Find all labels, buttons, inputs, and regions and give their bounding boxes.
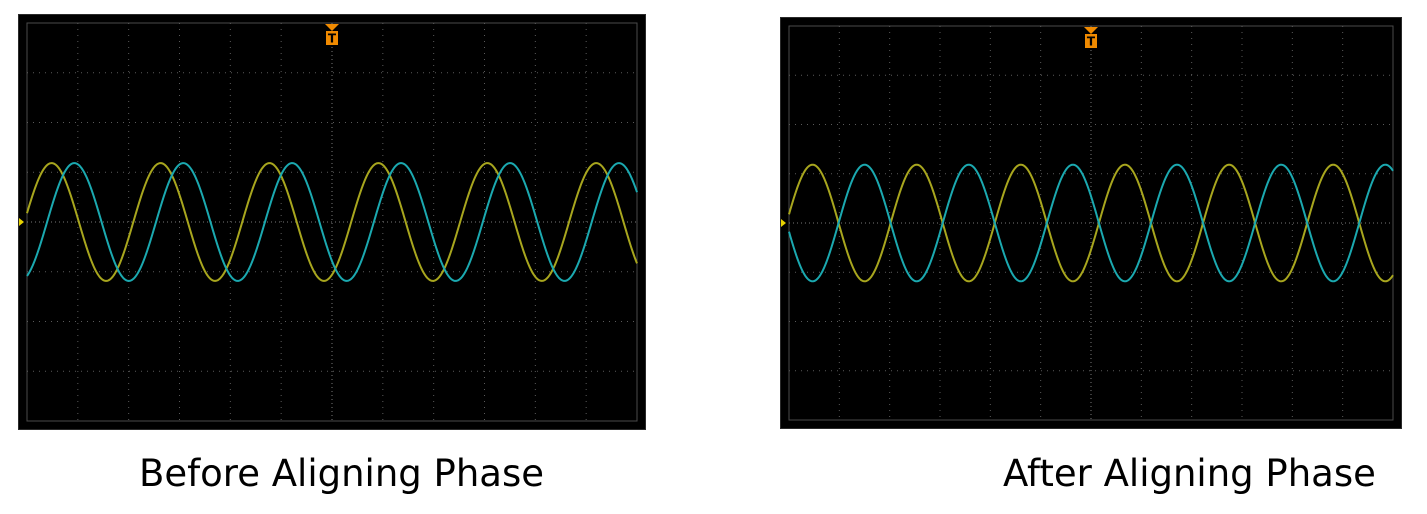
trigger-box-icon	[326, 31, 338, 45]
trigger-box-icon	[1085, 34, 1097, 48]
waveform-plot-after: T	[781, 25, 1394, 421]
trigger-label: T	[328, 32, 337, 46]
oscilloscope-display-after: T	[780, 17, 1402, 429]
trigger-arrow-icon	[325, 24, 339, 31]
trigger-label: T	[1087, 35, 1096, 49]
trigger-marker-icon: T	[325, 24, 339, 46]
oscilloscope-display-before: T	[18, 14, 646, 430]
ground-level-marker-icon	[19, 218, 24, 226]
channel-1-trace	[26, 162, 638, 282]
ground-level-marker-icon	[781, 219, 786, 227]
channel-2-trace	[26, 162, 638, 282]
channel-2-trace	[788, 163, 1394, 283]
waveform-plot-before: T	[19, 22, 638, 422]
trigger-marker-icon: T	[1084, 27, 1098, 49]
channel-1-trace	[788, 163, 1394, 283]
trigger-arrow-icon	[1084, 27, 1098, 34]
caption-before-aligning-phase: Before Aligning Phase	[139, 452, 544, 495]
caption-after-aligning-phase: After Aligning Phase	[1003, 452, 1376, 495]
